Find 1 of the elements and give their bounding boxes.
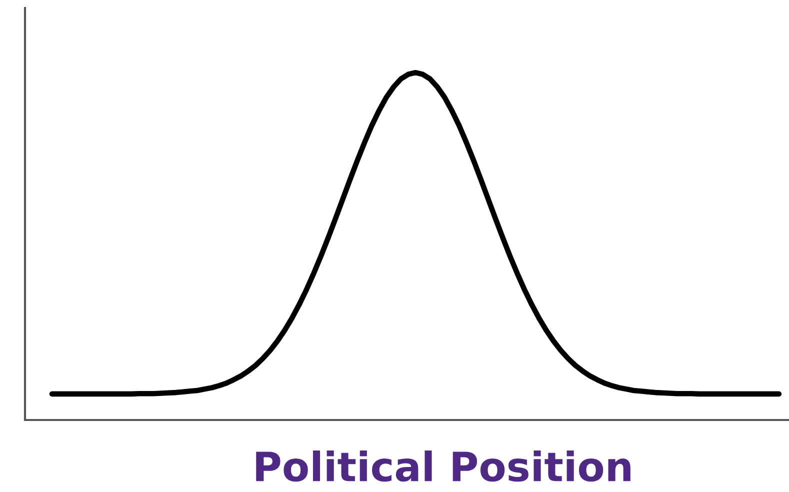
- x-axis-title: Political Position: [256, 450, 630, 482]
